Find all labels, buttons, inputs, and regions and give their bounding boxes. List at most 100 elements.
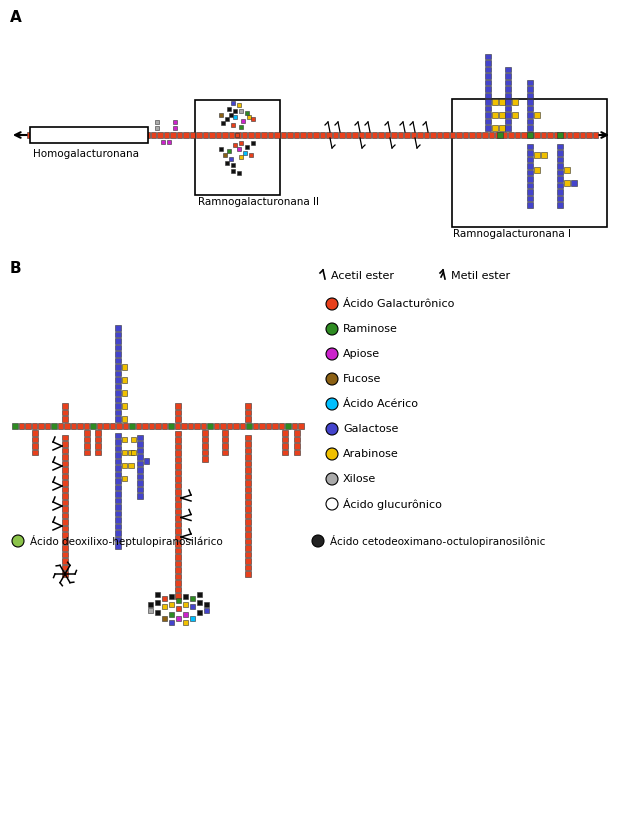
Bar — [177, 132, 182, 138]
Circle shape — [12, 535, 24, 547]
Bar — [45, 424, 51, 428]
Bar — [246, 424, 251, 428]
Bar — [84, 443, 90, 449]
Bar — [339, 132, 344, 138]
Bar — [90, 424, 95, 428]
Bar — [115, 410, 121, 415]
Bar — [182, 619, 187, 624]
Bar — [115, 357, 121, 363]
Bar — [115, 537, 121, 543]
Bar — [245, 506, 251, 512]
Bar — [272, 424, 278, 428]
Bar — [222, 430, 228, 436]
Bar — [492, 125, 498, 131]
Bar — [240, 424, 245, 428]
Bar — [527, 196, 533, 202]
Bar — [175, 521, 181, 527]
Bar — [326, 132, 332, 138]
Circle shape — [326, 473, 338, 485]
Bar — [527, 150, 533, 156]
Bar — [95, 450, 100, 455]
Bar — [557, 163, 563, 169]
Bar — [245, 461, 251, 466]
Bar — [62, 506, 68, 512]
Bar — [131, 450, 136, 455]
Bar — [202, 430, 208, 436]
Bar — [527, 189, 533, 195]
Bar — [147, 607, 152, 613]
Bar — [175, 416, 181, 422]
Bar — [155, 120, 159, 124]
Bar — [475, 132, 481, 138]
Bar — [359, 132, 364, 138]
Bar — [239, 140, 243, 145]
Bar — [203, 132, 208, 138]
Bar — [202, 437, 208, 442]
Bar — [175, 463, 181, 468]
Bar — [168, 619, 173, 624]
Bar — [528, 132, 534, 138]
Bar — [229, 113, 233, 118]
Bar — [92, 132, 98, 138]
Bar — [122, 463, 127, 468]
Bar — [573, 132, 578, 138]
Bar — [292, 424, 297, 428]
Bar — [268, 132, 273, 138]
Bar — [245, 410, 251, 415]
Bar — [197, 610, 202, 614]
Bar — [298, 424, 304, 428]
Bar — [417, 132, 422, 138]
Bar — [115, 524, 121, 530]
Bar — [157, 132, 163, 138]
Bar — [282, 430, 288, 436]
Bar — [115, 517, 121, 523]
Bar — [62, 532, 68, 538]
Bar — [391, 132, 397, 138]
Bar — [241, 132, 247, 138]
Bar — [527, 125, 533, 131]
Bar — [115, 439, 121, 445]
Bar — [485, 60, 490, 66]
Bar — [485, 73, 490, 79]
Bar — [505, 67, 511, 73]
Bar — [203, 601, 208, 606]
Bar — [557, 176, 563, 182]
Bar — [105, 132, 110, 138]
Bar — [115, 452, 121, 458]
Bar — [73, 132, 78, 138]
Bar — [115, 339, 121, 344]
Bar — [239, 125, 243, 129]
Bar — [122, 364, 127, 370]
Bar — [259, 424, 265, 428]
Bar — [587, 132, 592, 138]
Bar — [512, 113, 518, 118]
Bar — [411, 132, 416, 138]
Bar — [62, 493, 68, 499]
Bar — [527, 157, 533, 162]
Bar — [62, 558, 68, 564]
Bar — [110, 424, 115, 428]
Bar — [188, 424, 193, 428]
Text: Raminose: Raminose — [343, 324, 398, 334]
Bar — [175, 490, 181, 494]
Bar — [115, 472, 121, 477]
Bar — [62, 441, 68, 446]
Bar — [245, 481, 251, 486]
Bar — [175, 437, 181, 443]
Bar — [541, 132, 546, 138]
Bar — [202, 450, 208, 455]
Bar — [190, 604, 195, 609]
Bar — [175, 444, 181, 450]
Bar — [32, 430, 37, 436]
Text: Homogalacturonana: Homogalacturonana — [33, 149, 139, 159]
Bar — [137, 474, 143, 479]
Bar — [282, 437, 288, 442]
Bar — [245, 493, 251, 499]
Bar — [385, 132, 390, 138]
Bar — [431, 132, 436, 138]
Bar — [279, 424, 285, 428]
Bar — [557, 157, 563, 162]
Bar — [58, 424, 63, 428]
Bar — [505, 73, 511, 79]
Bar — [122, 416, 127, 422]
